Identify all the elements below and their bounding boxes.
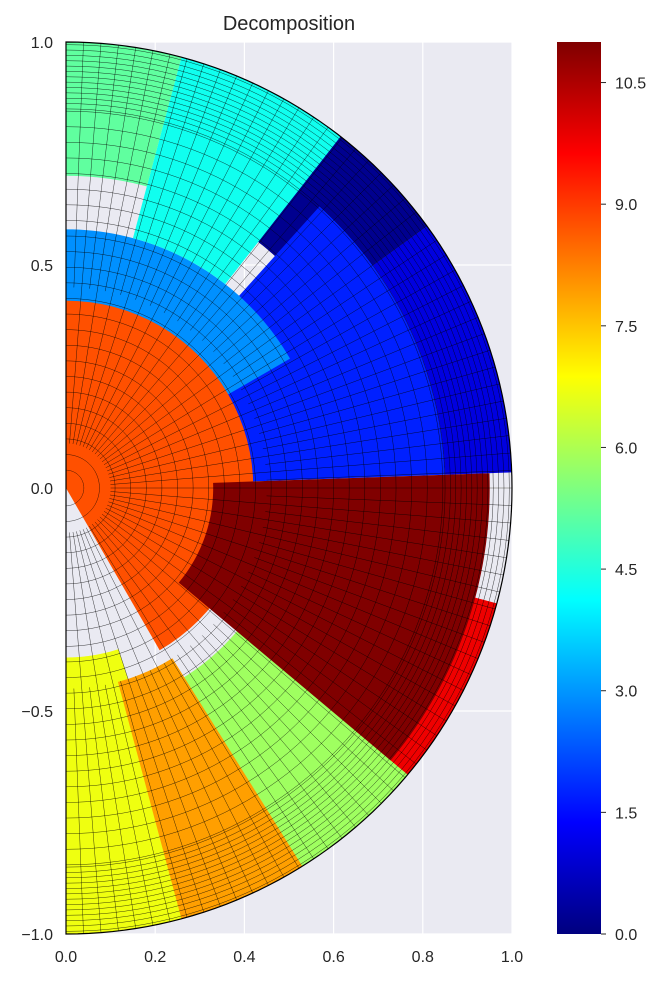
x-tick-label: 1.0 <box>501 949 523 966</box>
colorbar-tick-label: 7.5 <box>615 319 637 336</box>
y-tick-label: −1.0 <box>21 927 53 944</box>
y-tick-label: 1.0 <box>31 35 53 52</box>
chart-title: Decomposition <box>223 13 355 35</box>
x-tick-label: 0.2 <box>144 949 166 966</box>
colorbar <box>557 42 601 934</box>
colorbar-tick-label: 3.0 <box>615 684 637 701</box>
colorbar-tick-label: 10.5 <box>615 76 646 93</box>
y-tick-label: 0.0 <box>31 481 53 498</box>
colorbar-tick-labels: 0.0 1.5 3.0 4.5 6.0 7.5 9.0 10.5 <box>601 76 646 944</box>
y-tick-label: −0.5 <box>21 704 53 721</box>
x-axis-tick-labels: 0.0 0.2 0.4 0.6 0.8 1.0 <box>55 949 523 966</box>
x-tick-label: 0.8 <box>412 949 434 966</box>
colorbar-tick-label: 1.5 <box>615 805 637 822</box>
x-tick-label: 0.4 <box>233 949 255 966</box>
colorbar-tick-label: 6.0 <box>615 440 637 457</box>
y-tick-label: 0.5 <box>31 258 53 275</box>
x-tick-label: 0.0 <box>55 949 77 966</box>
x-tick-label: 0.6 <box>322 949 344 966</box>
colorbar-tick-label: 4.5 <box>615 562 637 579</box>
y-axis-tick-labels: −1.0 −0.5 0.0 0.5 1.0 <box>21 35 53 944</box>
colorbar-tick-label: 0.0 <box>615 927 637 944</box>
colorbar-tick-label: 9.0 <box>615 197 637 214</box>
